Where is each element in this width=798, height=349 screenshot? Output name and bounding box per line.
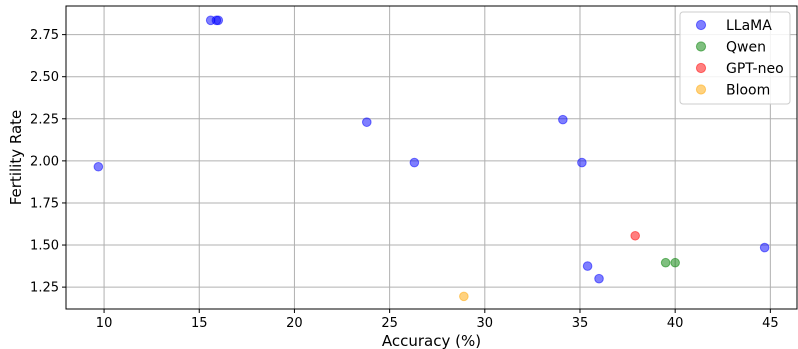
x-tick-label: 40 <box>667 316 684 331</box>
legend-marker <box>695 62 707 74</box>
x-tick-label: 10 <box>96 316 113 331</box>
data-points <box>93 15 770 302</box>
x-axis-label: Accuracy (%) <box>382 332 481 349</box>
grid <box>66 6 797 309</box>
x-tick-label: 25 <box>381 316 398 331</box>
y-tick-label: 2.00 <box>30 154 59 169</box>
y-tick-label: 1.50 <box>30 239 59 254</box>
x-tick-label: 35 <box>572 316 589 331</box>
legend-marker <box>695 19 707 31</box>
x-tick-label: 15 <box>191 316 208 331</box>
legend-entry: Qwen <box>726 40 766 56</box>
legend-box <box>679 11 791 105</box>
x-tick-label: 30 <box>477 316 494 331</box>
y-tick-label: 2.25 <box>30 112 59 127</box>
data-point <box>558 114 568 125</box>
legend: LLaMA Qwen GPT-neo Bloom <box>679 11 791 105</box>
y-tick-label: 2.50 <box>30 70 59 85</box>
legend-marker <box>695 84 707 95</box>
y-tick-label: 1.25 <box>30 281 59 296</box>
data-point <box>577 157 587 168</box>
x-tick-label: 45 <box>762 316 779 331</box>
data-point <box>759 242 770 253</box>
data-point <box>361 117 372 127</box>
legend-entry: LLaMA <box>726 18 772 34</box>
data-point <box>582 261 593 271</box>
series-gpt-neo <box>630 230 640 241</box>
series-llama <box>93 15 770 284</box>
data-point <box>660 257 671 268</box>
y-tick-label: 2.75 <box>30 28 59 43</box>
series-qwen <box>660 257 680 268</box>
plot-frame <box>65 5 798 310</box>
data-point <box>594 273 604 284</box>
y-axis-ticks: 1.25 1.50 1.75 2.00 2.25 2.50 2.75 <box>30 28 66 296</box>
data-point <box>670 257 680 268</box>
data-point <box>93 161 104 172</box>
legend-marker <box>695 41 707 52</box>
x-axis-ticks: 10 15 20 25 30 35 40 45 <box>96 309 779 331</box>
data-point <box>459 291 469 302</box>
legend-entry: GPT-neo <box>726 61 784 77</box>
legend-entry: Bloom <box>726 83 770 99</box>
series-bloom <box>459 291 469 302</box>
y-axis-label: Fertility Rate <box>7 110 25 206</box>
data-point <box>409 157 420 168</box>
x-tick-label: 20 <box>286 316 303 331</box>
data-point <box>630 230 640 241</box>
data-point <box>213 15 224 26</box>
y-tick-label: 1.75 <box>30 196 59 211</box>
